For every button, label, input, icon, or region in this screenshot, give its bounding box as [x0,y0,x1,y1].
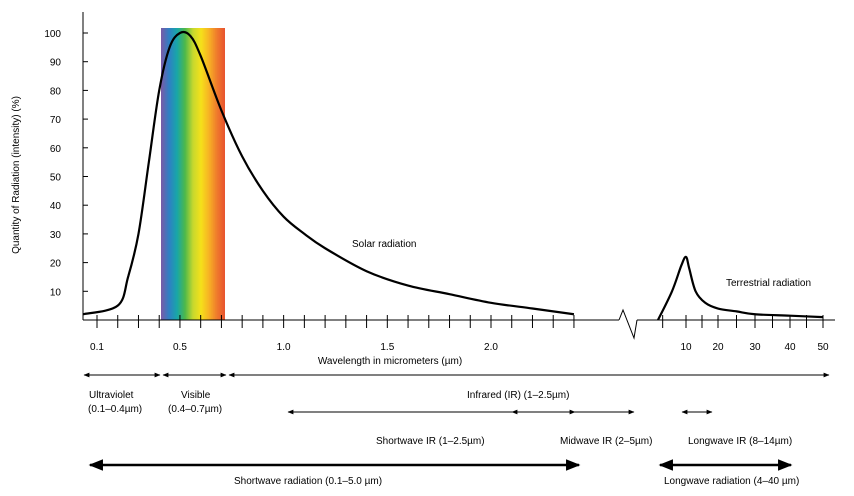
y-axis-ticks: 10 20 30 40 50 60 70 80 90 100 [44,29,88,298]
ultraviolet-label: Ultraviolet [89,390,134,401]
terrestrial-radiation-label: Terrestrial radiation [726,278,811,289]
midwave-ir-label: Midwave IR (2–5µm) [560,436,652,447]
axes [82,12,835,340]
infrared-label: Infrared (IR) (1–2.5µm) [467,390,569,401]
longwave-radiation-label: Longwave radiation (4–40 µm) [664,476,799,487]
x-axis-label: Wavelength in micrometers (µm) [318,356,462,367]
shortwave-radiation-label: Shortwave radiation (0.1–5.0 µm) [234,476,382,487]
ultraviolet-range-label: (0.1–0.4µm) [88,404,142,415]
x-tick-label: 2.0 [484,342,498,353]
x-tick-label: 20 [712,342,724,353]
visible-label: Visible [181,390,211,401]
solar-radiation-curve [82,30,575,316]
y-tick-label: 70 [50,115,62,126]
x-tick-label: 0.1 [90,342,104,353]
spectral-band-arrows [83,372,830,471]
x-tick-label: 1.0 [277,342,291,353]
x-tick-label: 1.5 [380,342,394,353]
visible-range-label: (0.4–0.7µm) [168,404,222,415]
visible-spectrum-band [161,28,225,320]
y-tick-label: 20 [50,259,62,270]
y-tick-label: 10 [50,287,62,298]
x-axis-break [618,308,638,340]
y-axis-label: Quantity of Radiation (intensity) (%) [11,96,22,254]
radiation-curves [82,30,824,321]
y-tick-label: 80 [50,86,62,97]
longwave-ir-label: Longwave IR (8–14µm) [688,436,792,447]
x-tick-label: 40 [784,342,796,353]
shortwave-ir-label: Shortwave IR (1–2.5µm) [376,436,485,447]
y-tick-label: 50 [50,173,62,184]
terrestrial-radiation-curve [657,255,824,321]
x-tick-label: 10 [680,342,692,353]
y-tick-label: 60 [50,144,62,155]
x-tick-label: 30 [749,342,761,353]
y-tick-label: 90 [50,58,62,69]
y-tick-label: 30 [50,230,62,241]
x-axis-ticks: 0.1 0.5 1.0 1.5 2.0 10 20 30 40 50 [90,315,829,353]
x-tick-label: 0.5 [173,342,187,353]
y-tick-label: 100 [44,29,61,40]
y-tick-label: 40 [50,201,62,212]
x-tick-label: 50 [817,342,829,353]
solar-radiation-label: Solar radiation [352,239,416,250]
